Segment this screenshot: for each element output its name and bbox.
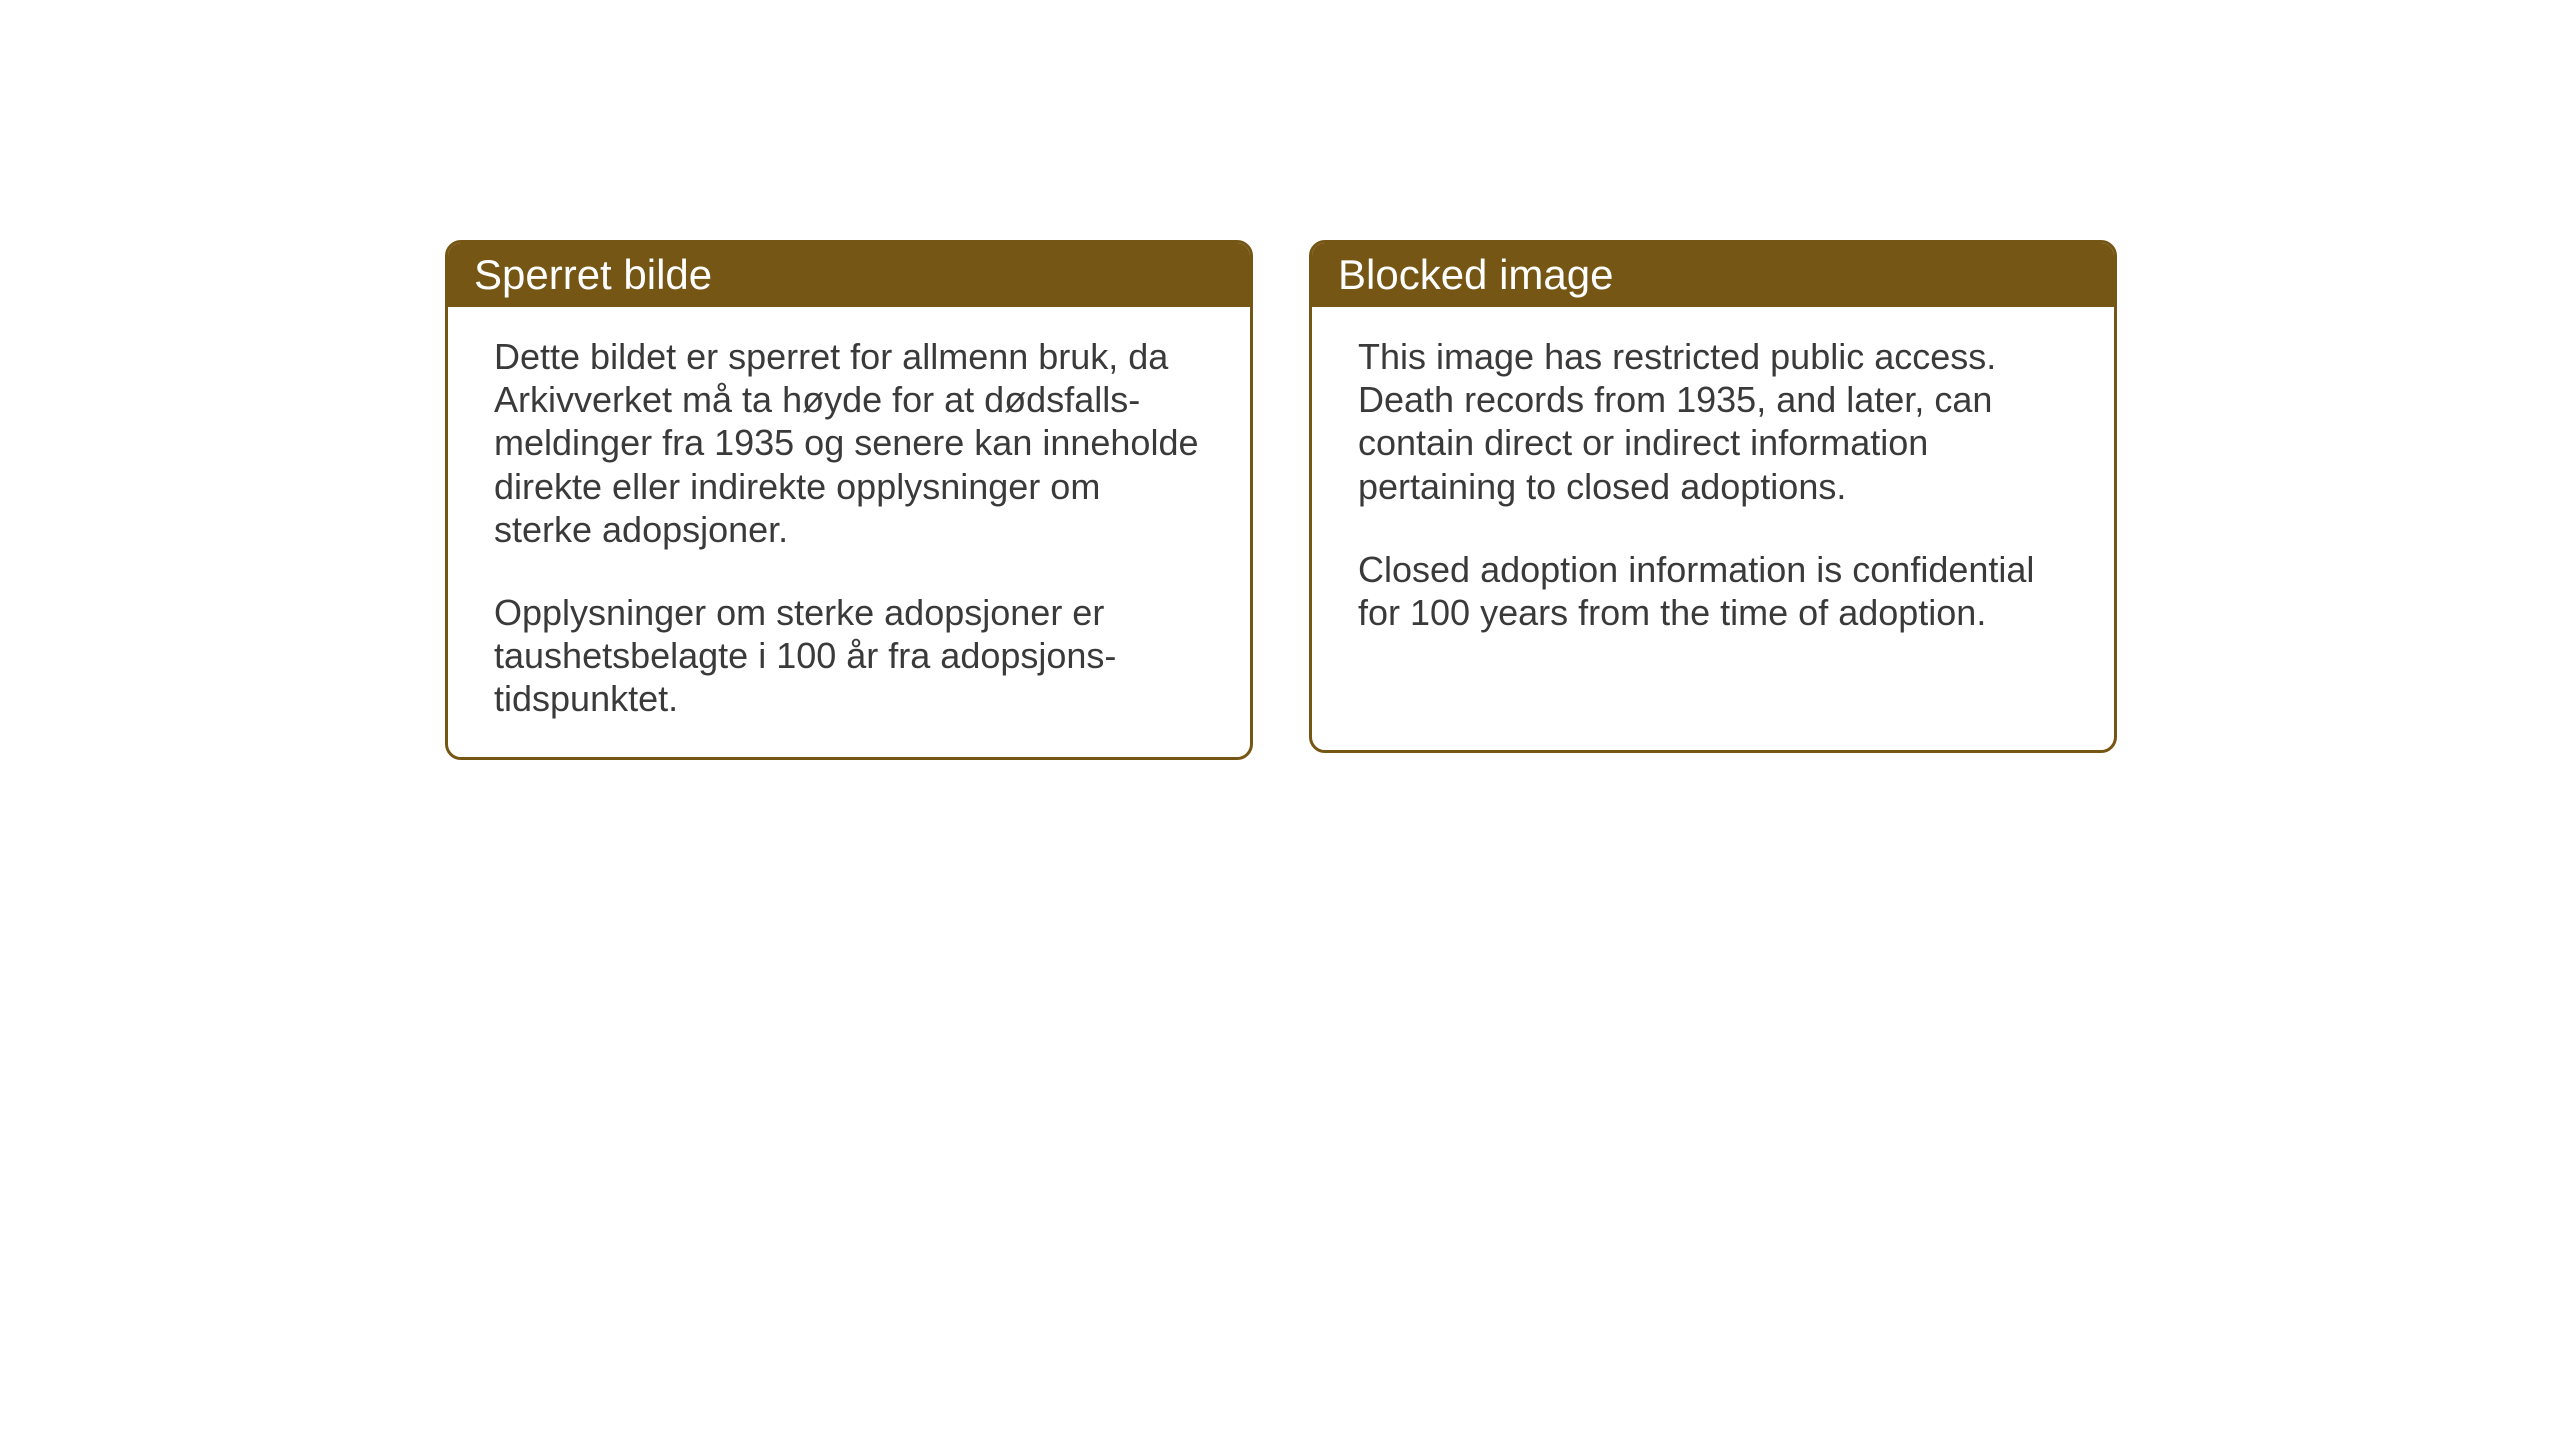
- notice-container: Sperret bilde Dette bildet er sperret fo…: [445, 240, 2117, 760]
- notice-header-english: Blocked image: [1312, 243, 2114, 307]
- notice-paragraph-1-english: This image has restricted public access.…: [1358, 335, 2068, 508]
- notice-paragraph-1-norwegian: Dette bildet er sperret for allmenn bruk…: [494, 335, 1204, 551]
- notice-body-norwegian: Dette bildet er sperret for allmenn bruk…: [448, 307, 1250, 757]
- notice-paragraph-2-english: Closed adoption information is confident…: [1358, 548, 2068, 634]
- notice-card-english: Blocked image This image has restricted …: [1309, 240, 2117, 753]
- notice-header-norwegian: Sperret bilde: [448, 243, 1250, 307]
- notice-body-english: This image has restricted public access.…: [1312, 307, 2114, 670]
- notice-paragraph-2-norwegian: Opplysninger om sterke adopsjoner er tau…: [494, 591, 1204, 721]
- notice-card-norwegian: Sperret bilde Dette bildet er sperret fo…: [445, 240, 1253, 760]
